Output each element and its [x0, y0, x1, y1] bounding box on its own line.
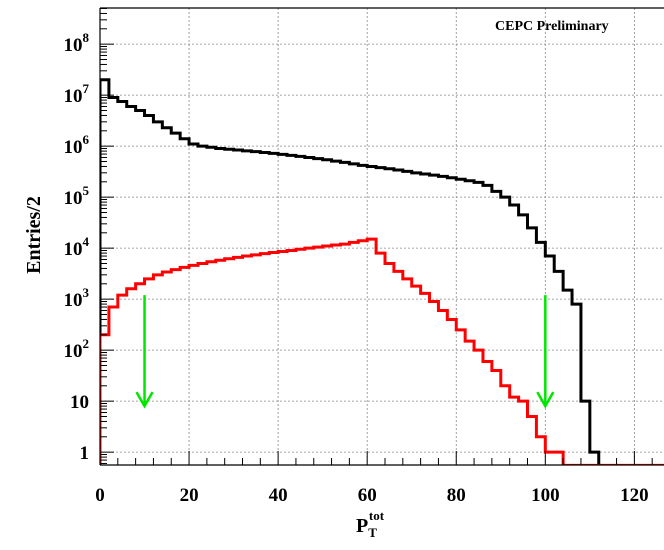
y-tick-label: 107	[64, 81, 90, 107]
x-tick-label: 0	[95, 485, 105, 506]
y-tick-exponent: 7	[83, 81, 90, 96]
histogram-series-2	[100, 237, 664, 465]
y-tick-base: 10	[64, 137, 83, 158]
y-tick-base: 10	[70, 392, 89, 413]
x-tick-label: 20	[180, 485, 199, 506]
y-tick-label: 102	[64, 336, 90, 362]
axis-ticks	[99, 8, 653, 465]
x-axis-label-sup: tot	[369, 508, 385, 523]
x-tick-label: 100	[531, 485, 560, 506]
y-tick-base: 10	[64, 35, 83, 56]
histogram-series-1	[100, 78, 601, 465]
y-tick-exponent: 4	[83, 234, 90, 249]
x-axis-label-main: P	[356, 515, 368, 537]
y-tick-label: 10	[70, 392, 89, 413]
y-tick-label: 106	[64, 132, 90, 158]
x-tick-label: 40	[269, 485, 288, 506]
y-tick-label: 105	[64, 183, 90, 209]
cut-arrow-head	[135, 391, 154, 409]
y-tick-base: 10	[64, 188, 83, 209]
x-axis-label: PTtot	[356, 508, 385, 540]
y-tick-label: 103	[64, 285, 90, 311]
plot-frame	[99, 7, 664, 466]
x-tick-label: 120	[620, 485, 649, 506]
y-tick-label: 108	[64, 30, 90, 56]
y-tick-exponent: 6	[83, 132, 90, 147]
y-tick-exponent: 5	[83, 183, 90, 198]
y-tick-base: 1	[80, 443, 90, 464]
x-tick-label: 60	[358, 485, 377, 506]
x-tick-label: 80	[447, 485, 466, 506]
y-tick-label: 104	[64, 234, 90, 260]
cut-arrows	[135, 295, 555, 409]
series-layer	[100, 78, 664, 465]
y-tick-exponent: 8	[83, 30, 90, 45]
y-axis-label: Entries/2	[23, 196, 45, 274]
y-tick-base: 10	[64, 239, 83, 260]
cut-arrow-head	[536, 391, 555, 409]
chart-annotation: CEPC Preliminary	[495, 19, 609, 34]
y-tick-exponent: 3	[83, 285, 90, 300]
y-tick-label: 1	[80, 443, 90, 464]
y-tick-base: 10	[64, 290, 83, 311]
y-tick-base: 10	[64, 341, 83, 362]
x-axis-label-sub: T	[368, 525, 377, 540]
y-tick-exponent: 2	[83, 336, 90, 351]
y-tick-base: 10	[64, 86, 83, 107]
grid-lines	[100, 8, 664, 465]
